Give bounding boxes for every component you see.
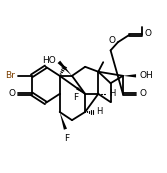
Text: O: O (108, 36, 115, 45)
Polygon shape (60, 112, 67, 130)
Text: HO: HO (42, 56, 56, 65)
Polygon shape (123, 74, 136, 78)
Polygon shape (76, 87, 85, 94)
Text: OH: OH (139, 71, 153, 80)
Text: H: H (96, 107, 102, 116)
Text: F: F (73, 93, 79, 102)
Polygon shape (58, 61, 72, 76)
Text: F: F (64, 134, 69, 143)
Text: O: O (8, 89, 15, 98)
Text: Br: Br (6, 71, 15, 80)
Text: O: O (139, 89, 146, 98)
Text: H: H (109, 89, 116, 98)
Text: O: O (145, 29, 152, 38)
